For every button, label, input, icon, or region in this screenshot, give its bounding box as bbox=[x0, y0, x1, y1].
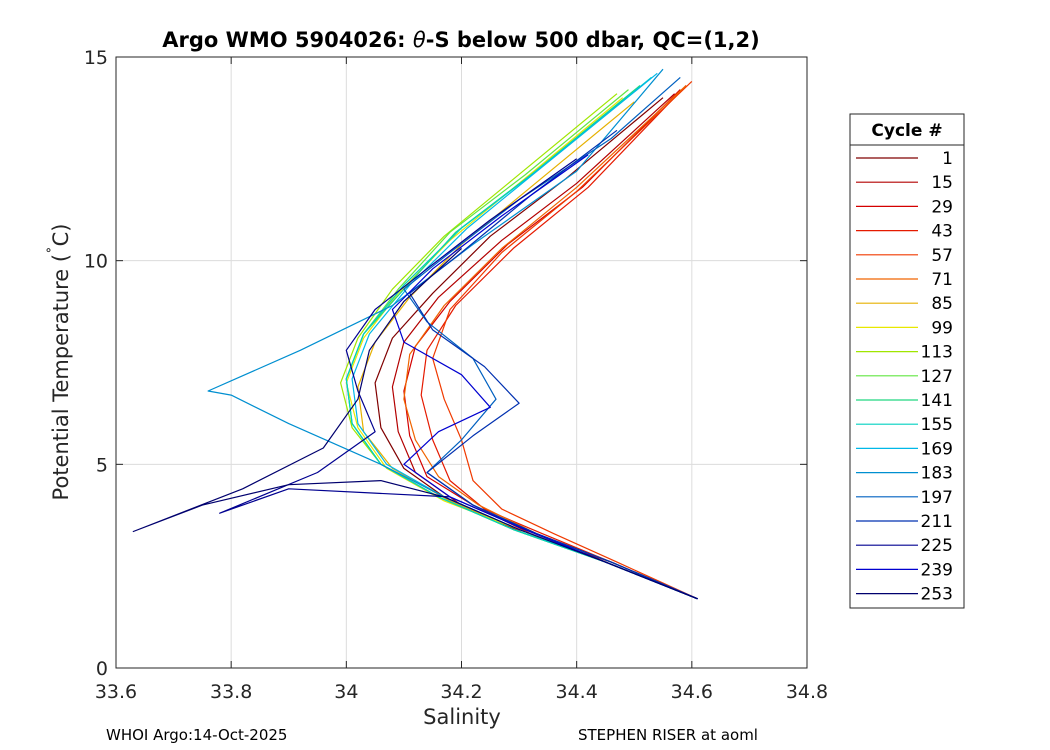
legend-label-cycle-253: 253 bbox=[921, 585, 953, 605]
legend-label-cycle-43: 43 bbox=[931, 222, 953, 242]
y-tick-label: 5 bbox=[96, 454, 108, 476]
x-tick-label: 34.4 bbox=[556, 681, 598, 703]
y-tick-label: 10 bbox=[84, 251, 108, 273]
legend-label-cycle-169: 169 bbox=[921, 439, 953, 459]
x-tick-label: 34.8 bbox=[786, 681, 828, 703]
legend-label-cycle-71: 71 bbox=[931, 270, 953, 290]
series-line-cycle-155 bbox=[345, 76, 698, 600]
legend-label-cycle-113: 113 bbox=[921, 343, 953, 363]
legend-label-cycle-155: 155 bbox=[921, 415, 953, 435]
x-tick-label: 33.6 bbox=[95, 681, 137, 703]
legend-label-cycle-211: 211 bbox=[921, 512, 953, 532]
y-tick-label: 15 bbox=[84, 47, 108, 69]
legend-label-cycle-239: 239 bbox=[921, 560, 953, 580]
legend-label-cycle-127: 127 bbox=[921, 367, 953, 387]
series-line-cycle-57 bbox=[432, 80, 698, 600]
x-tick-label: 33.8 bbox=[210, 681, 252, 703]
ticks: 33.6 33.8 34 34.2 34.4 34.6 34.8 0 5 10 15 bbox=[84, 47, 828, 703]
legend-label-cycle-15: 15 bbox=[931, 173, 953, 193]
x-tick-label: 34 bbox=[334, 681, 358, 703]
x-tick-label: 34.6 bbox=[671, 681, 713, 703]
legend-label-cycle-85: 85 bbox=[931, 294, 953, 314]
legend-label-cycle-225: 225 bbox=[921, 536, 953, 556]
legend: Cycle # 1 15 29 43 57 71 85 99 113 127 141 155 169 18… bbox=[849, 113, 965, 609]
y-axis-label: Potential Temperature (˚C) bbox=[46, 224, 73, 501]
legend-label-cycle-99: 99 bbox=[931, 318, 953, 338]
x-axis-label: Salinity bbox=[423, 705, 501, 729]
x-tick-label: 34.2 bbox=[440, 681, 482, 703]
footer-left: WHOI Argo:14-Oct-2025 bbox=[106, 726, 288, 744]
legend-label-cycle-1: 1 bbox=[942, 149, 953, 169]
y-tick-label: 0 bbox=[96, 658, 108, 680]
legend-label-cycle-197: 197 bbox=[921, 488, 953, 508]
legend-box bbox=[849, 113, 965, 609]
legend-items: 1 15 29 43 57 71 85 99 113 127 141 155 169 183 197 211 2… bbox=[856, 149, 953, 605]
chart-title: Argo WMO 5904026: θ-S below 500 dbar, QC… bbox=[162, 28, 759, 52]
legend-title: Cycle # bbox=[871, 121, 942, 141]
legend-label-cycle-29: 29 bbox=[931, 197, 953, 217]
series-line-cycle-239 bbox=[391, 154, 698, 600]
legend-label-cycle-141: 141 bbox=[921, 391, 953, 411]
legend-label-cycle-183: 183 bbox=[921, 464, 953, 484]
footer-right: STEPHEN RISER at aoml bbox=[578, 726, 758, 744]
series-line-cycle-43 bbox=[420, 85, 698, 600]
legend-label-cycle-57: 57 bbox=[931, 246, 953, 266]
series-line-cycle-253 bbox=[132, 247, 698, 600]
series-group bbox=[132, 68, 698, 600]
